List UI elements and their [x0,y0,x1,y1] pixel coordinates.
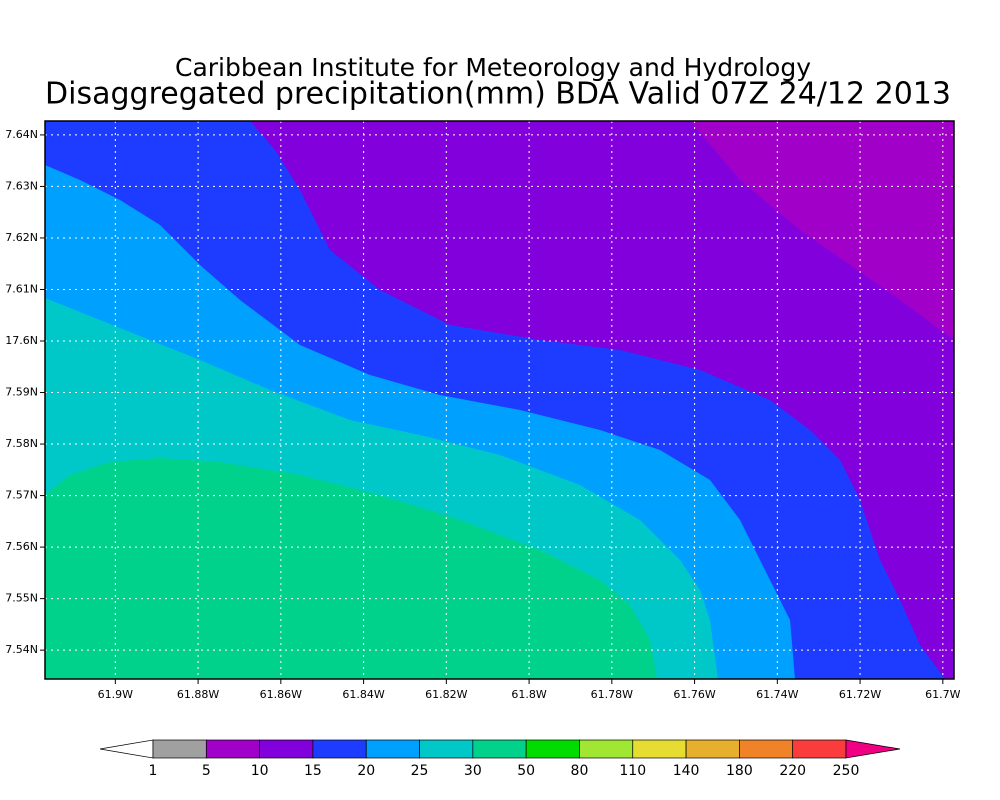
colorbar-label: 250 [833,763,860,779]
colorbar-label: 30 [464,763,482,779]
grid [45,121,954,679]
colorbar-box [419,739,474,759]
x-tick-label: 61.8W [511,688,546,701]
y-tick-label: 7.59N [5,386,38,399]
colorbar-label: 50 [517,763,535,779]
colorbar-label: 80 [571,763,589,779]
colorbar-label: 140 [673,763,700,779]
colorbar: 1 5 10 15 20 25 30 50 80 110 140 180 220 250 [99,739,901,779]
colorbar-box [472,739,527,759]
colorbar-label: 20 [357,763,375,779]
colorbar-box [365,739,420,759]
subtitle: Disaggregated precipitation(mm) BDA Vali… [45,77,951,112]
x-tick-label: 61.76W [673,688,715,701]
x-tick-label: 61.74W [756,688,798,701]
colorbar-box [525,739,580,759]
colorbar-box [632,739,687,759]
colorbar-box [312,739,367,759]
x-tick-label: 61.82W [425,688,467,701]
y-tick-label: 7.54N [5,643,38,656]
colorbar-under [99,739,154,759]
y-tick-label: 7.58N [5,437,38,450]
x-tick-label: 61.72W [839,688,881,701]
plot-frame [44,120,955,680]
colorbar-over [845,739,901,759]
y-tick-label: 7.61N [5,282,38,295]
y-tick-label: 7.55N [5,592,38,605]
colorbar-label: 220 [779,763,806,779]
y-tick-label: 7.57N [5,489,38,502]
contour-field [45,121,954,679]
colorbar-box [792,739,847,759]
colorbar-label: 180 [726,763,753,779]
x-tick-label: 61.7W [925,688,960,701]
x-tick-label: 61.84W [342,688,384,701]
y-tick-label: 7.62N [5,231,38,244]
title: Caribbean Institute for Meteorology and … [175,53,811,82]
contour-band [690,121,954,340]
colorbar-box [685,739,740,759]
colorbar-box [739,739,794,759]
colorbar-box [579,739,634,759]
colorbar-label: 25 [411,763,429,779]
colorbar-box [259,739,314,759]
y-tick-label: 7.64N [5,128,38,141]
colorbar-label: 5 [202,763,211,779]
y-tick-label: 17.6N [5,334,38,347]
axes: 61.9W 61.88W 61.86W 61.84W 61.82W 61.8W 61.78W… [5,128,960,701]
x-tick-label: 61.9W [98,688,133,701]
colorbar-label: 15 [304,763,322,779]
colorbar-label: 1 [149,763,158,779]
colorbar-label: 110 [619,763,646,779]
x-tick-label: 61.78W [591,688,633,701]
y-tick-label: 7.63N [5,179,38,192]
x-tick-label: 61.88W [177,688,219,701]
colorbar-label: 10 [251,763,269,779]
y-tick-label: 7.56N [5,540,38,553]
colorbar-box [205,739,260,759]
contour-band [45,458,657,679]
x-tick-label: 61.86W [260,688,302,701]
colorbar-box [152,739,207,759]
